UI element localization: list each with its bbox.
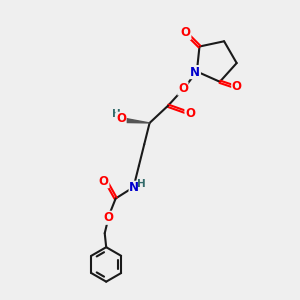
- Text: H: H: [112, 109, 121, 119]
- Text: O: O: [178, 82, 188, 95]
- Text: O: O: [103, 211, 113, 224]
- Text: O: O: [181, 26, 191, 39]
- Text: O: O: [185, 107, 195, 120]
- Text: O: O: [116, 112, 126, 125]
- Text: O: O: [232, 80, 242, 93]
- Text: O: O: [99, 175, 109, 188]
- Polygon shape: [126, 119, 150, 123]
- Text: N: N: [190, 66, 200, 79]
- Text: N: N: [129, 181, 139, 194]
- Text: H: H: [137, 178, 146, 189]
